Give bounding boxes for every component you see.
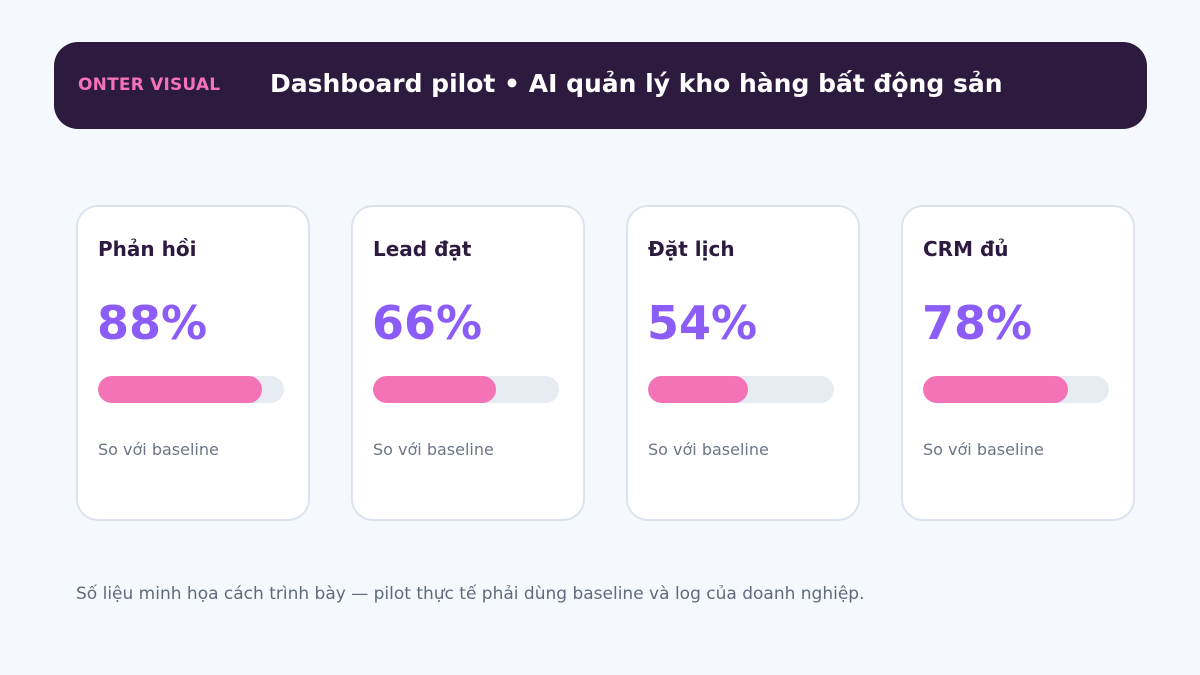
metric-label: Phản hồi: [98, 237, 197, 261]
metric-card-crm-du: CRM đủ 78% So với baseline: [901, 205, 1135, 521]
progress-fill: [98, 376, 262, 403]
metric-note: So với baseline: [648, 440, 769, 459]
metric-note: So với baseline: [373, 440, 494, 459]
progress-fill: [648, 376, 749, 403]
header-banner: ONTER VISUAL Dashboard pilot • AI quản l…: [54, 42, 1147, 129]
metric-label: Lead đạt: [373, 237, 472, 261]
metric-note: So với baseline: [923, 440, 1044, 459]
metric-card-lead-dat: Lead đạt 66% So với baseline: [351, 205, 585, 521]
metric-card-phan-hoi: Phản hồi 88% So với baseline: [76, 205, 310, 521]
footnote: Số liệu minh họa cách trình bày — pilot …: [76, 584, 865, 604]
metric-card-dat-lich: Đặt lịch 54% So với baseline: [626, 205, 860, 521]
progress-track: [648, 376, 834, 403]
metric-note: So với baseline: [98, 440, 219, 459]
page-title: Dashboard pilot • AI quản lý kho hàng bấ…: [270, 69, 1003, 98]
progress-track: [98, 376, 284, 403]
metric-cards: Phản hồi 88% So với baseline Lead đạt 66…: [76, 205, 1136, 521]
metric-value: 66%: [372, 296, 483, 350]
metric-label: Đặt lịch: [648, 237, 735, 261]
metric-value: 78%: [922, 296, 1033, 350]
metric-value: 88%: [97, 296, 208, 350]
metric-label: CRM đủ: [923, 237, 1009, 261]
progress-fill: [373, 376, 496, 403]
brand-label: ONTER VISUAL: [78, 75, 221, 95]
metric-value: 54%: [647, 296, 758, 350]
progress-fill: [923, 376, 1069, 403]
progress-track: [373, 376, 559, 403]
progress-track: [923, 376, 1109, 403]
